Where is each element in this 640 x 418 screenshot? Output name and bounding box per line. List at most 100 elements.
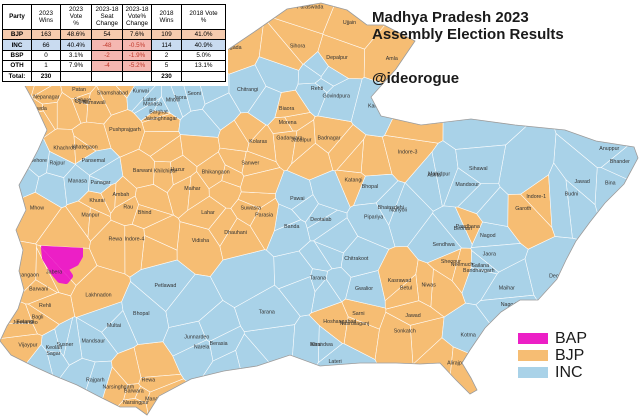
svg-text:Junnardeo: Junnardeo <box>184 334 209 340</box>
svg-text:Nariyoli: Nariyoli <box>389 208 407 214</box>
svg-text:Biaora: Biaora <box>279 106 294 112</box>
svg-text:Sendhwa: Sendhwa <box>433 242 455 248</box>
svg-text:Multai: Multai <box>107 323 121 329</box>
svg-text:Nagod: Nagod <box>480 233 496 239</box>
svg-text:Badnagar: Badnagar <box>318 135 341 141</box>
svg-text:Nepanagar: Nepanagar <box>33 94 59 100</box>
svg-text:Kasrawad: Kasrawad <box>388 278 412 284</box>
svg-text:Barwani: Barwani <box>133 168 152 174</box>
svg-text:Bagli: Bagli <box>32 314 44 320</box>
svg-text:Maihar: Maihar <box>499 286 515 292</box>
svg-text:Shamshabad: Shamshabad <box>97 91 128 97</box>
svg-text:Hoshangabad: Hoshangabad <box>323 319 356 325</box>
svg-text:Narela: Narela <box>194 344 210 350</box>
svg-text:Jawad: Jawad <box>405 313 420 319</box>
svg-text:Manpur: Manpur <box>81 213 99 219</box>
svg-text:Banda: Banda <box>284 224 299 230</box>
svg-text:Khandwa: Khandwa <box>311 342 333 348</box>
svg-text:Ashta: Ashta <box>427 172 441 178</box>
svg-text:Bhikangaon: Bhikangaon <box>11 273 39 279</box>
svg-text:Vidisha: Vidisha <box>192 238 209 244</box>
svg-text:Mandsour: Mandsour <box>455 182 479 188</box>
svg-text:Kurwai: Kurwai <box>133 89 149 95</box>
svg-text:Tarana: Tarana <box>259 310 275 316</box>
svg-text:Lakhnadon: Lakhnadon <box>85 293 111 299</box>
svg-text:Sagar: Sagar <box>46 351 60 357</box>
svg-text:Barwani: Barwani <box>29 287 48 293</box>
svg-text:Bhikangaon: Bhikangaon <box>202 169 230 175</box>
svg-text:Betul: Betul <box>400 285 412 291</box>
svg-text:Morena: Morena <box>279 120 297 126</box>
svg-text:Berasia: Berasia <box>210 341 228 347</box>
svg-text:Kolaras: Kolaras <box>249 139 267 145</box>
svg-text:Jaisinghnagar: Jaisinghnagar <box>144 116 177 122</box>
svg-text:Indore-4: Indore-4 <box>125 237 145 243</box>
svg-text:Chitrakoot: Chitrakoot <box>344 256 369 262</box>
svg-text:Jaora: Jaora <box>173 95 186 101</box>
svg-text:Jawad: Jawad <box>575 179 590 185</box>
svg-text:Pipariya: Pipariya <box>364 215 383 221</box>
svg-text:Mandsaur: Mandsaur <box>82 339 106 345</box>
svg-text:Lateri: Lateri <box>328 359 341 365</box>
svg-text:Bandhavgarh: Bandhavgarh <box>463 268 495 274</box>
svg-text:Khategaon: Khategaon <box>72 144 98 150</box>
svg-text:Narsingpur: Narsingpur <box>123 400 149 406</box>
svg-text:Ujjain: Ujjain <box>75 99 88 105</box>
svg-text:Pandhana: Pandhana <box>456 224 480 230</box>
svg-text:Parasia: Parasia <box>255 213 273 219</box>
svg-text:Ambah: Ambah <box>113 192 130 198</box>
svg-text:Ujjain: Ujjain <box>343 20 356 26</box>
svg-text:Suwasra: Suwasra <box>240 205 261 211</box>
svg-text:Maihar: Maihar <box>184 186 200 192</box>
svg-text:Indore-3: Indore-3 <box>398 149 418 155</box>
svg-text:Lahar: Lahar <box>201 210 215 216</box>
svg-text:Gadarwara: Gadarwara <box>276 135 302 141</box>
svg-text:Sanwer: Sanwer <box>241 160 259 166</box>
svg-text:Kotma: Kotma <box>461 333 476 339</box>
svg-text:Bhopal: Bhopal <box>362 184 379 190</box>
svg-text:Katangi: Katangi <box>345 178 363 184</box>
svg-text:Bhander: Bhander <box>610 159 630 165</box>
svg-text:Deotalab: Deotalab <box>310 217 331 223</box>
svg-text:Barghat: Barghat <box>149 110 168 116</box>
svg-text:Chitrangi: Chitrangi <box>237 87 258 93</box>
svg-text:Rau: Rau <box>123 205 133 211</box>
svg-text:Sonkatch: Sonkatch <box>394 328 416 334</box>
svg-text:Petlawad: Petlawad <box>155 283 177 289</box>
svg-text:Rehti: Rehti <box>311 86 323 92</box>
svg-text:Panagar: Panagar <box>90 180 110 186</box>
svg-text:Amla: Amla <box>386 56 398 62</box>
svg-text:Govindpura: Govindpura <box>323 93 350 99</box>
svg-text:Manasa: Manasa <box>143 102 162 108</box>
svg-text:Pansemal: Pansemal <box>82 158 106 164</box>
svg-text:Anuppur: Anuppur <box>599 146 619 152</box>
svg-text:Barwara: Barwara <box>124 388 144 394</box>
svg-text:Rajpur: Rajpur <box>49 161 65 167</box>
svg-text:Jabera: Jabera <box>46 270 62 276</box>
svg-text:Rehli: Rehli <box>39 303 51 309</box>
svg-text:Mhow: Mhow <box>30 206 44 212</box>
svg-text:Rewa: Rewa <box>109 237 123 243</box>
svg-text:Dhauhani: Dhauhani <box>224 230 247 236</box>
svg-text:Tarana: Tarana <box>310 275 326 281</box>
svg-text:Depalpur: Depalpur <box>326 55 348 61</box>
svg-text:Manasa: Manasa <box>68 178 87 184</box>
svg-text:Garoth: Garoth <box>515 206 531 212</box>
svg-text:Jaora: Jaora <box>483 251 496 257</box>
svg-text:Sihora: Sihora <box>290 43 305 49</box>
svg-text:Budni: Budni <box>565 191 579 197</box>
svg-text:Gwalior: Gwalior <box>355 286 373 292</box>
svg-text:Rewa: Rewa <box>142 378 156 384</box>
svg-text:Rajgarh: Rajgarh <box>86 377 105 383</box>
svg-text:Sihawal: Sihawal <box>469 166 488 172</box>
svg-text:Vijaypur: Vijaypur <box>18 342 37 348</box>
svg-text:Patan: Patan <box>72 87 86 93</box>
svg-text:Deori: Deori <box>549 274 562 280</box>
svg-text:Niwas: Niwas <box>421 283 436 289</box>
svg-text:Bhopal: Bhopal <box>133 311 150 317</box>
svg-text:Bina: Bina <box>605 181 616 187</box>
svg-text:Seoni: Seoni <box>187 91 201 97</box>
svg-text:Pushprajgarh: Pushprajgarh <box>109 127 141 133</box>
svg-text:Susner: Susner <box>57 342 74 348</box>
svg-text:Indore-1: Indore-1 <box>526 194 546 200</box>
